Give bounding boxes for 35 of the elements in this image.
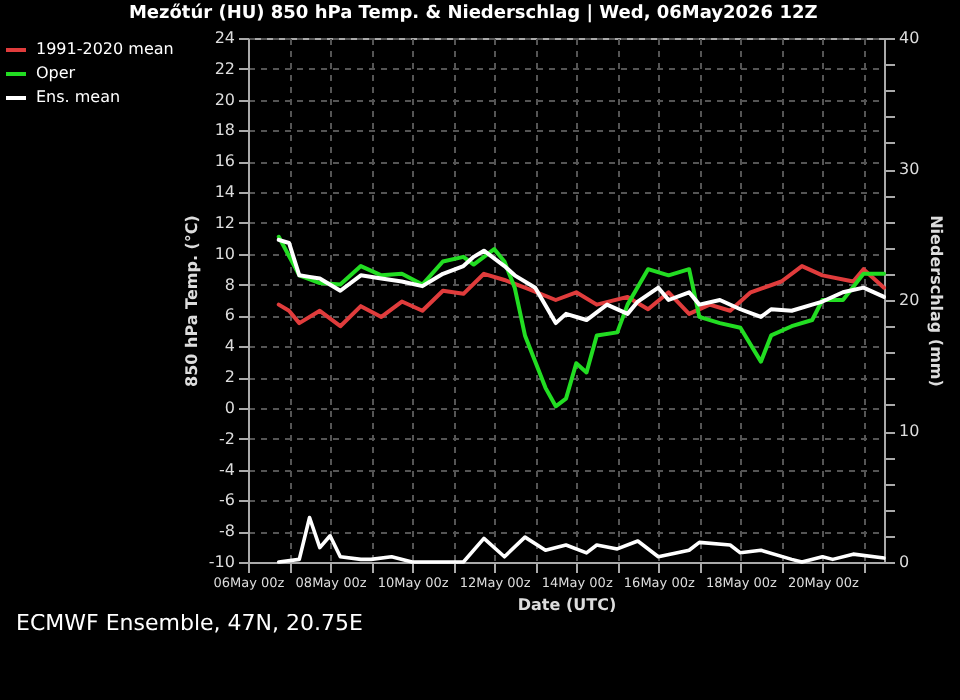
x-axis-title: Date (UTC): [517, 596, 617, 614]
y-tick-label: 24: [214, 29, 235, 47]
y-tick-label: 20: [214, 90, 235, 109]
line-series: [276, 234, 886, 409]
line-series: [276, 264, 886, 329]
y-tick-label: 18: [214, 121, 235, 140]
y2-tick-label: 10: [899, 422, 920, 440]
y2-tick-label: 30: [899, 160, 920, 178]
line-series: [276, 237, 886, 326]
y-tick-label: 16: [214, 152, 235, 171]
chart-title: Mezőtúr (HU) 850 hPa Temp. & Niederschlag | Wed, 06May2026 12Z: [128, 2, 819, 24]
y-tick-label: 0: [224, 398, 235, 417]
y-tick-label: 4: [224, 337, 235, 356]
y-tick-label: 14: [214, 183, 235, 202]
y-tick-label: 8: [224, 275, 235, 294]
y-tick-label: 6: [224, 306, 235, 325]
legend-label: Ens. mean: [36, 88, 121, 106]
y2-tick-label: 0: [899, 553, 910, 571]
y-tick-label: -6: [219, 491, 235, 510]
y-tick-label: -4: [219, 460, 235, 479]
y-tick-label: 12: [214, 213, 235, 232]
y-tick-label: 2: [224, 368, 235, 387]
y-tick-label: -10: [208, 553, 235, 571]
y2-axis-title: Niederschlag (mm): [927, 215, 946, 387]
y-tick-label: -8: [219, 522, 235, 541]
line-series: [276, 515, 886, 564]
y-tick-label: 10: [214, 244, 235, 263]
y2-tick-label: 20: [899, 291, 920, 309]
y-tick-label: -2: [219, 429, 235, 448]
y-axis-title: 850 hPa Temp. (°C): [182, 215, 201, 387]
y2-tick-label: 40: [899, 29, 920, 47]
legend-label: 1991-2020 mean: [36, 40, 174, 58]
y-tick-label: 22: [214, 59, 235, 78]
text: ECMWF Ensemble, 47N, 20.75E: [16, 610, 363, 636]
legend-label: Oper: [36, 64, 77, 82]
